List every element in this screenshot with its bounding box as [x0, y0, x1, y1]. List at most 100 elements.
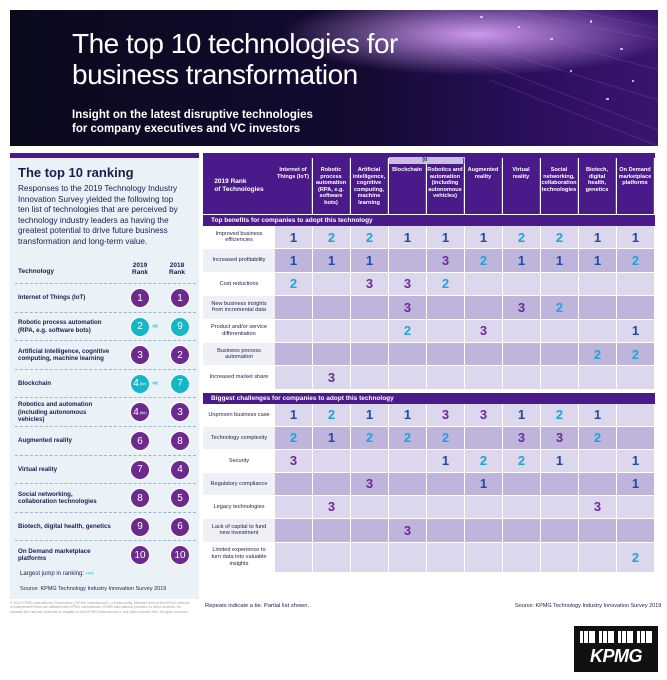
- rank-cell: [427, 518, 465, 542]
- rank-cell: 1: [503, 249, 541, 272]
- rank-cell: 3: [351, 272, 389, 296]
- rank-2019-badge: 8: [130, 488, 150, 509]
- rank-cell: 2: [427, 426, 465, 449]
- ranking-row: Social networking, collaboration technolo…: [15, 483, 196, 511]
- rank-cell: 1: [579, 403, 617, 426]
- ranking-title: The top 10 ranking: [18, 165, 134, 180]
- rank-cell: 2: [617, 542, 655, 572]
- rank-cell: [503, 472, 541, 495]
- rank-cell: [503, 319, 541, 342]
- row-label-line: Limited experience to: [212, 547, 266, 554]
- rank-cell: 3: [503, 296, 541, 319]
- header-line: 2019: [132, 262, 148, 269]
- rank-2018-value: 5: [177, 492, 183, 504]
- rank-2018-value: 8: [177, 435, 183, 447]
- rank-cell: 1: [579, 249, 617, 272]
- rank-cell: [503, 366, 541, 389]
- rank-cell: [351, 366, 389, 389]
- technology-name-line: vehicles): [18, 416, 45, 424]
- rank-cell: 2: [275, 272, 313, 296]
- column-header-line: genetics: [585, 186, 609, 193]
- ranking-source: Source: KPMG Technology Industry Innovat…: [20, 586, 167, 592]
- technology-name: Social networking, collaboration technolo…: [18, 484, 128, 512]
- row-label-line: differentiation: [222, 330, 256, 337]
- rank-cell: [313, 319, 351, 342]
- rank-cell: 2: [503, 226, 541, 249]
- description-line: transformation and long-term value.: [18, 236, 148, 246]
- rank-cell: [427, 319, 465, 342]
- technology-name-line: Internet of Things (IoT): [18, 294, 86, 302]
- column-header-line: reality: [512, 173, 530, 180]
- rank-cell: [275, 296, 313, 319]
- rank-cell: [579, 472, 617, 495]
- rank-cell: [389, 542, 427, 572]
- rank-cell: 1: [313, 426, 351, 449]
- column-header-line: networking,: [543, 173, 575, 180]
- rank-2019-badge: 6: [130, 431, 150, 451]
- technology-column-header: Internet of Things (IoT): [275, 158, 312, 214]
- column-header-line: digital: [588, 173, 606, 180]
- benefits-challenges-table: 2019 Rank of Technologies Internet of Thing…: [203, 153, 655, 598]
- rank-cell: [389, 472, 427, 495]
- rank-cell: [427, 366, 465, 389]
- rank-cell: [351, 296, 389, 319]
- rank-cell: [617, 518, 655, 542]
- row-label: Cost reductions: [203, 272, 275, 297]
- technology-column-header: Biotech, digital health, genetics: [579, 158, 616, 214]
- rank-2019-value: 2: [137, 321, 143, 333]
- column-header-line: health,: [587, 180, 607, 187]
- rank-cell: 1: [389, 226, 427, 249]
- technology-name: Robotic process automation (RPA, e.g. sof…: [18, 313, 128, 341]
- rank-cell: [617, 366, 655, 389]
- rank-cell: 1: [617, 319, 655, 342]
- technology-name: Robotics and automation (including autono…: [18, 398, 128, 426]
- row-label-line: Regulatory compliance: [210, 480, 268, 487]
- rank-cell: 1: [617, 449, 655, 472]
- table-source: Source: KPMG Technology Industry Innovat…: [515, 603, 662, 609]
- rank-cell: [313, 472, 351, 495]
- rank-cell: [275, 518, 313, 542]
- rank-2018-value: 9: [177, 321, 183, 333]
- rank-cell: 3: [313, 366, 351, 389]
- rank-header-line: of Technologies: [214, 186, 264, 193]
- rank-cell: [389, 343, 427, 366]
- rank-2018-header: 2018 Rank: [165, 262, 189, 276]
- column-header-line: Blockchain: [392, 167, 422, 173]
- ranking-row: Virtual reality 7 4: [15, 454, 196, 484]
- column-header-line: Virtual: [512, 167, 530, 173]
- hero-title-line: business transformation: [72, 59, 358, 90]
- rank-cell: [541, 366, 579, 389]
- rank-cell: [275, 343, 313, 366]
- rank-2018-value: 4: [177, 464, 183, 476]
- row-label: New business insights from incremental da…: [203, 296, 275, 320]
- column-header-line: bots): [324, 199, 338, 206]
- rank-cell: [275, 366, 313, 389]
- column-header-line: cognitive: [356, 180, 382, 187]
- hero-subtitle-line: Insight on the latest disruptive technol…: [72, 109, 313, 121]
- technology-column-header: Technology: [18, 268, 54, 275]
- technology-column-header: Social networking, collaboration technologi…: [541, 158, 578, 214]
- technology-name-line: Blockchain: [18, 380, 52, 388]
- rank-cell: [313, 296, 351, 319]
- ranking-row: On Demand marketplace platforms 10 10: [15, 540, 196, 568]
- technology-name-line: Robotic process automation: [18, 319, 102, 327]
- column-header-line: platforms: [622, 180, 648, 187]
- rank-cell: 1: [351, 249, 389, 272]
- rank-cell: [617, 495, 655, 518]
- technology-column-header: Robotics and automation (including autonomo…: [427, 157, 464, 214]
- rank-cell: [465, 426, 503, 449]
- rank-2019-badge: 9: [130, 516, 150, 537]
- rank-cell: [617, 296, 655, 319]
- row-label-line: automation: [225, 354, 253, 361]
- technology-name: Artificial intelligence, cognitive comput…: [18, 341, 128, 369]
- technology-name: Virtual reality: [18, 456, 128, 484]
- hero-subtitle: Insight on the latest disruptive technol…: [72, 108, 432, 136]
- rank-cell: [503, 343, 541, 366]
- rank-cell: [541, 495, 579, 518]
- rank-cell: [503, 272, 541, 296]
- tie-label: (tie): [139, 409, 147, 415]
- rank-cell: [313, 343, 351, 366]
- rank-cell: [579, 366, 617, 389]
- technology-column-header: Robotic process automation (RPA, e.g. softwa…: [313, 158, 350, 214]
- rank-cell: 2: [389, 426, 427, 449]
